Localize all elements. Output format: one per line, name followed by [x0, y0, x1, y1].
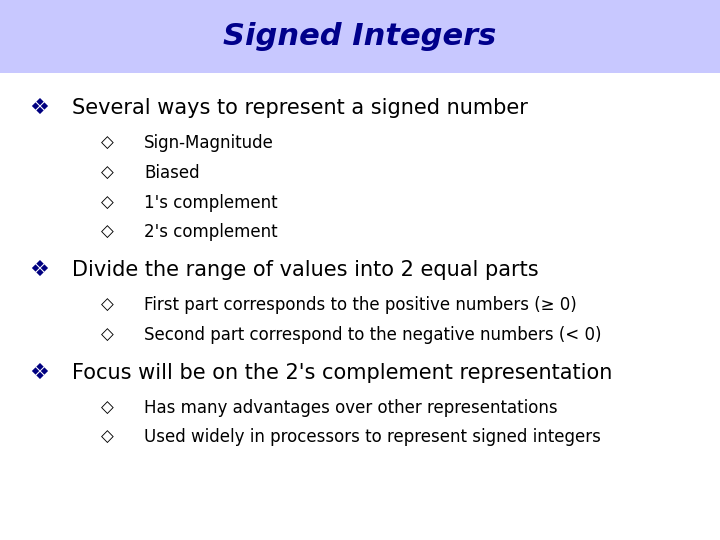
Text: ◇: ◇: [101, 399, 114, 417]
Text: ◇: ◇: [101, 223, 114, 241]
Text: 1's complement: 1's complement: [144, 193, 278, 212]
Text: Several ways to represent a signed number: Several ways to represent a signed numbe…: [72, 98, 528, 118]
Text: ◇: ◇: [101, 428, 114, 447]
Text: ◇: ◇: [101, 296, 114, 314]
Text: ◇: ◇: [101, 134, 114, 152]
Text: Focus will be on the 2's complement representation: Focus will be on the 2's complement repr…: [72, 362, 613, 383]
Text: Signed Integers: Signed Integers: [223, 22, 497, 51]
Text: ❖: ❖: [29, 260, 49, 280]
Text: ◇: ◇: [101, 164, 114, 182]
Text: Divide the range of values into 2 equal parts: Divide the range of values into 2 equal …: [72, 260, 539, 280]
Text: Sign-Magnitude: Sign-Magnitude: [144, 134, 274, 152]
Text: First part corresponds to the positive numbers (≥ 0): First part corresponds to the positive n…: [144, 296, 577, 314]
Text: ❖: ❖: [29, 98, 49, 118]
Text: ❖: ❖: [29, 362, 49, 383]
Text: Has many advantages over other representations: Has many advantages over other represent…: [144, 399, 557, 417]
Text: Biased: Biased: [144, 164, 199, 182]
Text: Used widely in processors to represent signed integers: Used widely in processors to represent s…: [144, 428, 601, 447]
Text: ◇: ◇: [101, 193, 114, 212]
Text: Second part correspond to the negative numbers (< 0): Second part correspond to the negative n…: [144, 326, 601, 344]
FancyBboxPatch shape: [0, 0, 720, 73]
Text: 2's complement: 2's complement: [144, 223, 278, 241]
Text: ◇: ◇: [101, 326, 114, 344]
